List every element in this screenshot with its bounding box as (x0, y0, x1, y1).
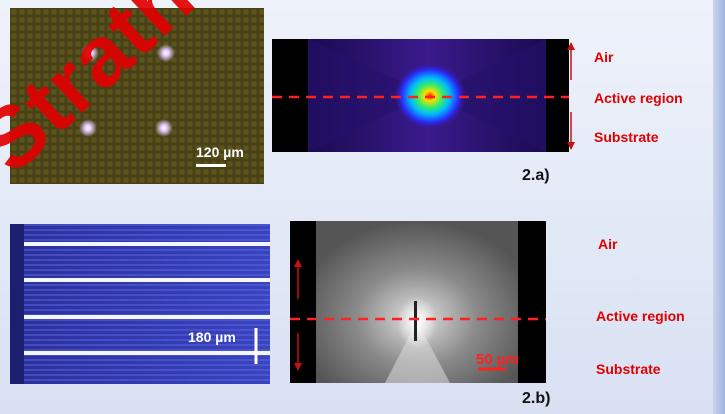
label-substrate-b: Substrate (596, 361, 661, 377)
label-active-b: Active region (596, 308, 685, 324)
region-arrows-a (567, 42, 575, 150)
label-active-a: Active region (594, 90, 683, 106)
scale-bar-label-c: 50 µm (476, 351, 519, 368)
waveguide-image: 180 µm (10, 224, 270, 384)
label-air-a: Air (594, 49, 614, 65)
label-air-b: Air (598, 236, 618, 252)
scale-bar-label-b: 180 µm (188, 329, 236, 345)
right-edge-bar (713, 0, 725, 414)
scale-bar-label: 120 µm (196, 144, 244, 160)
caption-a: 2.a) (522, 167, 550, 184)
grayscale-mode-image: 50 µm (290, 221, 546, 383)
caption-b: 2.b) (522, 390, 551, 407)
label-substrate-a: Substrate (594, 129, 659, 145)
microscope-image-array: 120 µm (10, 8, 264, 184)
mode-profile-image (272, 39, 569, 152)
